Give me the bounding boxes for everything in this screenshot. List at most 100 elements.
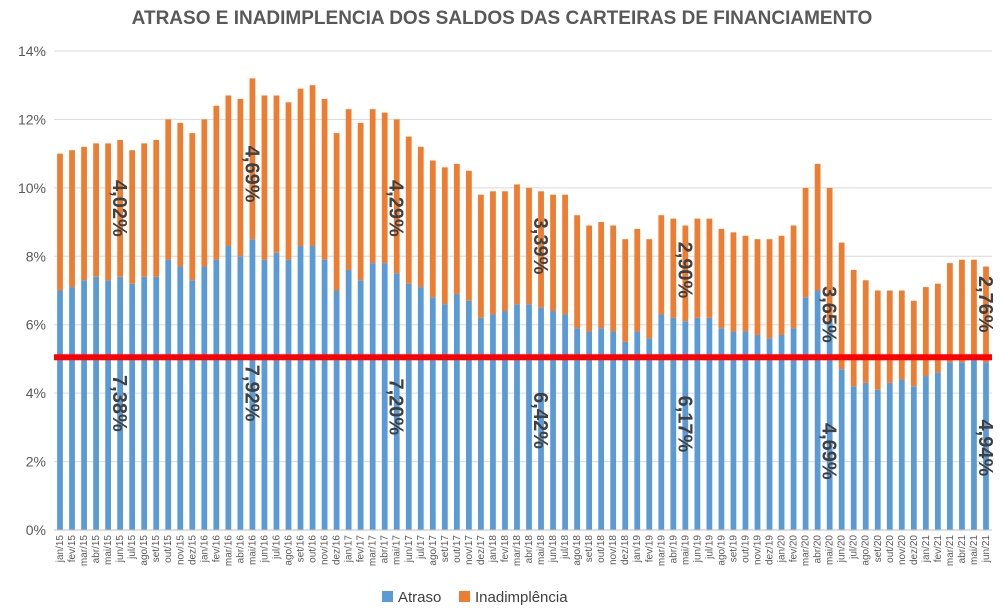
bar-atraso bbox=[778, 334, 785, 530]
x-tick-label: dez/16 bbox=[332, 535, 343, 565]
x-tick-label: jun/20 bbox=[837, 535, 848, 564]
bar-atraso bbox=[562, 314, 568, 530]
annotation-label: 4,69% bbox=[818, 423, 840, 480]
bar-inadimplencia bbox=[502, 191, 508, 312]
x-tick-label: mar/20 bbox=[801, 535, 812, 567]
bar-atraso bbox=[971, 358, 977, 530]
bar-atraso bbox=[141, 276, 148, 530]
bar-atraso bbox=[634, 331, 641, 530]
bar-atraso bbox=[538, 307, 544, 530]
bar-atraso bbox=[381, 263, 388, 530]
x-axis: jan/15 fev/15 mar/15 abr/15 mai/15 jun/15 jul/… bbox=[54, 529, 992, 567]
bar-inadimplencia bbox=[189, 133, 196, 281]
bar-inadimplencia bbox=[345, 109, 352, 270]
bar-atraso bbox=[610, 331, 617, 530]
y-tick-label: 10% bbox=[18, 180, 46, 196]
bars bbox=[57, 78, 989, 530]
y-axis: 0% 2% 4% 6% 8% 10% 12% 14% bbox=[18, 43, 46, 538]
bar-atraso bbox=[922, 376, 929, 530]
bar-inadimplencia bbox=[694, 218, 701, 318]
bar-inadimplencia bbox=[622, 239, 629, 342]
x-tick-label: jul/20 bbox=[849, 535, 860, 560]
bar-inadimplencia bbox=[826, 187, 833, 322]
bar-inadimplencia bbox=[225, 95, 232, 247]
bar-atraso bbox=[514, 304, 520, 530]
bar-atraso bbox=[478, 317, 484, 530]
x-tick-label: mai/20 bbox=[825, 535, 836, 565]
x-tick-label: abr/16 bbox=[235, 535, 246, 564]
legend-label-inadimplencia: Inadimplência bbox=[475, 589, 568, 606]
bar-atraso bbox=[790, 328, 797, 530]
bar-inadimplencia bbox=[273, 95, 280, 253]
x-tick-label: jul/19 bbox=[704, 535, 715, 560]
bar-inadimplencia bbox=[478, 194, 484, 318]
x-tick-label: mai/17 bbox=[392, 535, 403, 565]
bar-atraso bbox=[345, 269, 352, 530]
bar-inadimplencia bbox=[538, 191, 544, 308]
bar-inadimplencia bbox=[177, 122, 184, 267]
bar-inadimplencia bbox=[514, 184, 520, 305]
bar-inadimplencia bbox=[153, 139, 160, 277]
bar-atraso bbox=[273, 252, 280, 530]
bar-inadimplencia bbox=[898, 290, 905, 380]
chart-title: ATRASO E INADIMPLENCIA DOS SALDOS DAS CA… bbox=[132, 8, 873, 29]
bar-atraso bbox=[526, 304, 532, 530]
bar-inadimplencia bbox=[646, 239, 653, 339]
x-tick-label: nov/19 bbox=[753, 535, 764, 565]
bar-atraso bbox=[874, 389, 881, 530]
x-tick-label: jan/19 bbox=[632, 535, 643, 564]
bar-inadimplencia bbox=[814, 163, 821, 291]
x-tick-label: jun/15 bbox=[115, 535, 126, 564]
bar-atraso bbox=[333, 290, 340, 530]
annotation-label: 4,69% bbox=[240, 146, 262, 203]
bar-inadimplencia bbox=[922, 287, 929, 377]
bar-inadimplencia bbox=[550, 194, 556, 312]
annotation-label: 7,92% bbox=[240, 365, 262, 422]
bar-inadimplencia bbox=[381, 112, 388, 264]
bar-atraso bbox=[261, 259, 268, 530]
x-tick-label: set/15 bbox=[151, 535, 162, 563]
x-tick-label: dez/17 bbox=[476, 535, 487, 565]
bar-atraso bbox=[81, 280, 87, 530]
x-tick-label: nov/20 bbox=[897, 535, 908, 565]
bar-atraso bbox=[826, 321, 833, 530]
bar-inadimplencia bbox=[766, 239, 773, 339]
y-tick-label: 8% bbox=[26, 248, 46, 264]
bar-inadimplencia bbox=[441, 167, 448, 305]
bar-inadimplencia bbox=[658, 215, 665, 315]
annotation-label: 4,94% bbox=[974, 420, 996, 477]
x-tick-label: set/20 bbox=[873, 535, 884, 563]
bar-inadimplencia bbox=[93, 143, 99, 277]
bar-inadimplencia bbox=[81, 146, 87, 281]
x-tick-label: out/15 bbox=[163, 535, 174, 563]
bar-atraso bbox=[201, 266, 208, 530]
legend-label-atraso: Atraso bbox=[398, 589, 441, 606]
x-tick-label: dez/18 bbox=[620, 535, 631, 565]
bar-atraso bbox=[670, 317, 677, 530]
x-tick-label: ago/19 bbox=[716, 535, 727, 566]
bar-atraso bbox=[237, 256, 244, 530]
bar-atraso bbox=[249, 239, 256, 530]
legend-swatch-inadimplencia bbox=[459, 591, 470, 602]
bar-inadimplencia bbox=[69, 150, 75, 288]
x-tick-label: out/20 bbox=[885, 535, 896, 563]
x-tick-label: jul/17 bbox=[416, 535, 427, 560]
bar-inadimplencia bbox=[790, 225, 797, 329]
bar-inadimplencia bbox=[105, 143, 112, 281]
x-tick-label: ago/20 bbox=[861, 535, 872, 566]
x-tick-label: fev/16 bbox=[211, 535, 222, 563]
bar-inadimplencia bbox=[910, 300, 917, 387]
x-tick-label: fev/15 bbox=[67, 535, 78, 563]
x-tick-label: mai/15 bbox=[103, 535, 114, 565]
x-tick-label: nov/15 bbox=[175, 535, 186, 565]
x-tick-label: jun/16 bbox=[259, 535, 270, 564]
legend: Atraso Inadimplência bbox=[382, 589, 568, 606]
x-tick-label: mai/18 bbox=[536, 535, 547, 565]
bar-inadimplencia bbox=[706, 218, 713, 318]
bar-inadimplencia bbox=[586, 225, 593, 332]
bar-atraso bbox=[502, 311, 508, 530]
bar-atraso bbox=[297, 246, 304, 530]
x-tick-label: set/17 bbox=[440, 535, 451, 563]
bar-inadimplencia bbox=[237, 98, 244, 257]
